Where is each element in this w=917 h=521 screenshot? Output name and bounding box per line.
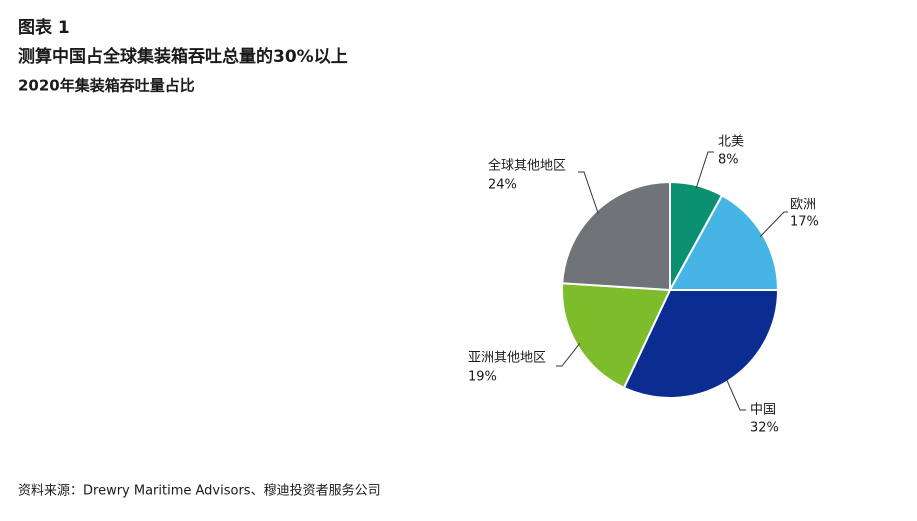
source-note: 资料来源：Drewry Maritime Advisors、穆迪投资者服务公司	[18, 483, 381, 499]
slice-name: 中国	[750, 403, 776, 418]
leader-line	[725, 378, 746, 411]
leader-line	[759, 211, 788, 238]
slice-name: 欧洲	[790, 198, 816, 213]
leader-line	[695, 151, 714, 189]
slice-name: 亚洲其他地区	[468, 351, 546, 366]
chart-title: 测算中国占全球集装箱吞吐总量的30%以上	[18, 46, 348, 67]
slice-name: 全球其他地区	[488, 158, 566, 174]
slice-name: 北美	[718, 135, 744, 150]
slice-value-label: 17%	[790, 215, 819, 230]
figure-label: 图表 1	[18, 17, 70, 38]
leader-line	[556, 343, 581, 367]
pie-slice	[561, 282, 672, 390]
pie-slice	[561, 180, 671, 292]
pie-slice	[668, 194, 780, 291]
slice-value-label: 8%	[718, 153, 739, 168]
slice-value-label: 19%	[468, 370, 497, 385]
chart-subtitle: 2020年集装箱吞吐量占比	[18, 77, 195, 95]
leader-line	[578, 171, 599, 214]
slice-value-label: 24%	[488, 178, 517, 193]
slice-value-label: 32%	[750, 421, 779, 436]
